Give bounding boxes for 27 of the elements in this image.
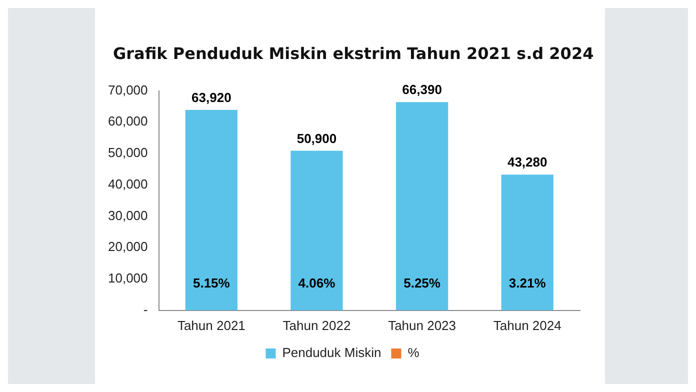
data-label: 50,900 <box>296 130 337 146</box>
y-tick-label: 20,000 <box>108 239 148 254</box>
bar <box>290 150 343 310</box>
data-label: 43,280 <box>507 154 548 170</box>
data-label: 63,920 <box>192 90 232 105</box>
legend-label: % <box>408 345 420 360</box>
bar <box>501 174 554 310</box>
y-tick-label: 40,000 <box>108 176 148 192</box>
y-tick-label: 70,000 <box>108 82 148 98</box>
data-label: 3.21% <box>508 275 546 290</box>
chart-title: Grafik Penduduk Miskin ekstrim Tahun 2021 s.d 2024 <box>113 44 594 63</box>
y-tick-label: 50,000 <box>108 145 148 160</box>
x-tick-label: Tahun 2022 <box>282 318 351 333</box>
x-tick-label: Tahun 2021 <box>177 318 246 333</box>
data-label: 5.25% <box>404 275 441 290</box>
data-label: 4.06% <box>298 275 336 290</box>
bar <box>185 110 238 310</box>
y-tick-label: - <box>143 302 148 317</box>
y-tick-label: 30,000 <box>108 208 148 223</box>
data-label: 66,390 <box>402 82 442 98</box>
x-tick-label: Tahun 2024 <box>493 318 562 333</box>
legend-label: Penduduk Miskin <box>282 345 382 360</box>
data-label: 5.15% <box>192 275 230 290</box>
x-tick-label: Tahun 2023 <box>388 318 456 333</box>
y-tick-label: 10,000 <box>108 270 148 286</box>
bar <box>396 102 448 310</box>
y-tick-label: 60,000 <box>108 114 148 129</box>
